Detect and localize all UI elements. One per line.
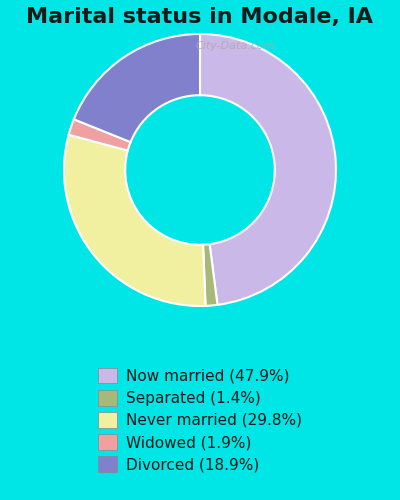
Legend: Now married (47.9%), Separated (1.4%), Never married (29.8%), Widowed (1.9%), Di: Now married (47.9%), Separated (1.4%), N…: [98, 368, 302, 472]
Wedge shape: [69, 120, 130, 150]
Text: City-Data.com: City-Data.com: [195, 41, 275, 51]
Wedge shape: [200, 34, 336, 305]
Text: Marital status in Modale, IA: Marital status in Modale, IA: [26, 8, 374, 28]
Wedge shape: [74, 34, 200, 142]
Wedge shape: [64, 134, 206, 306]
Wedge shape: [203, 244, 218, 306]
